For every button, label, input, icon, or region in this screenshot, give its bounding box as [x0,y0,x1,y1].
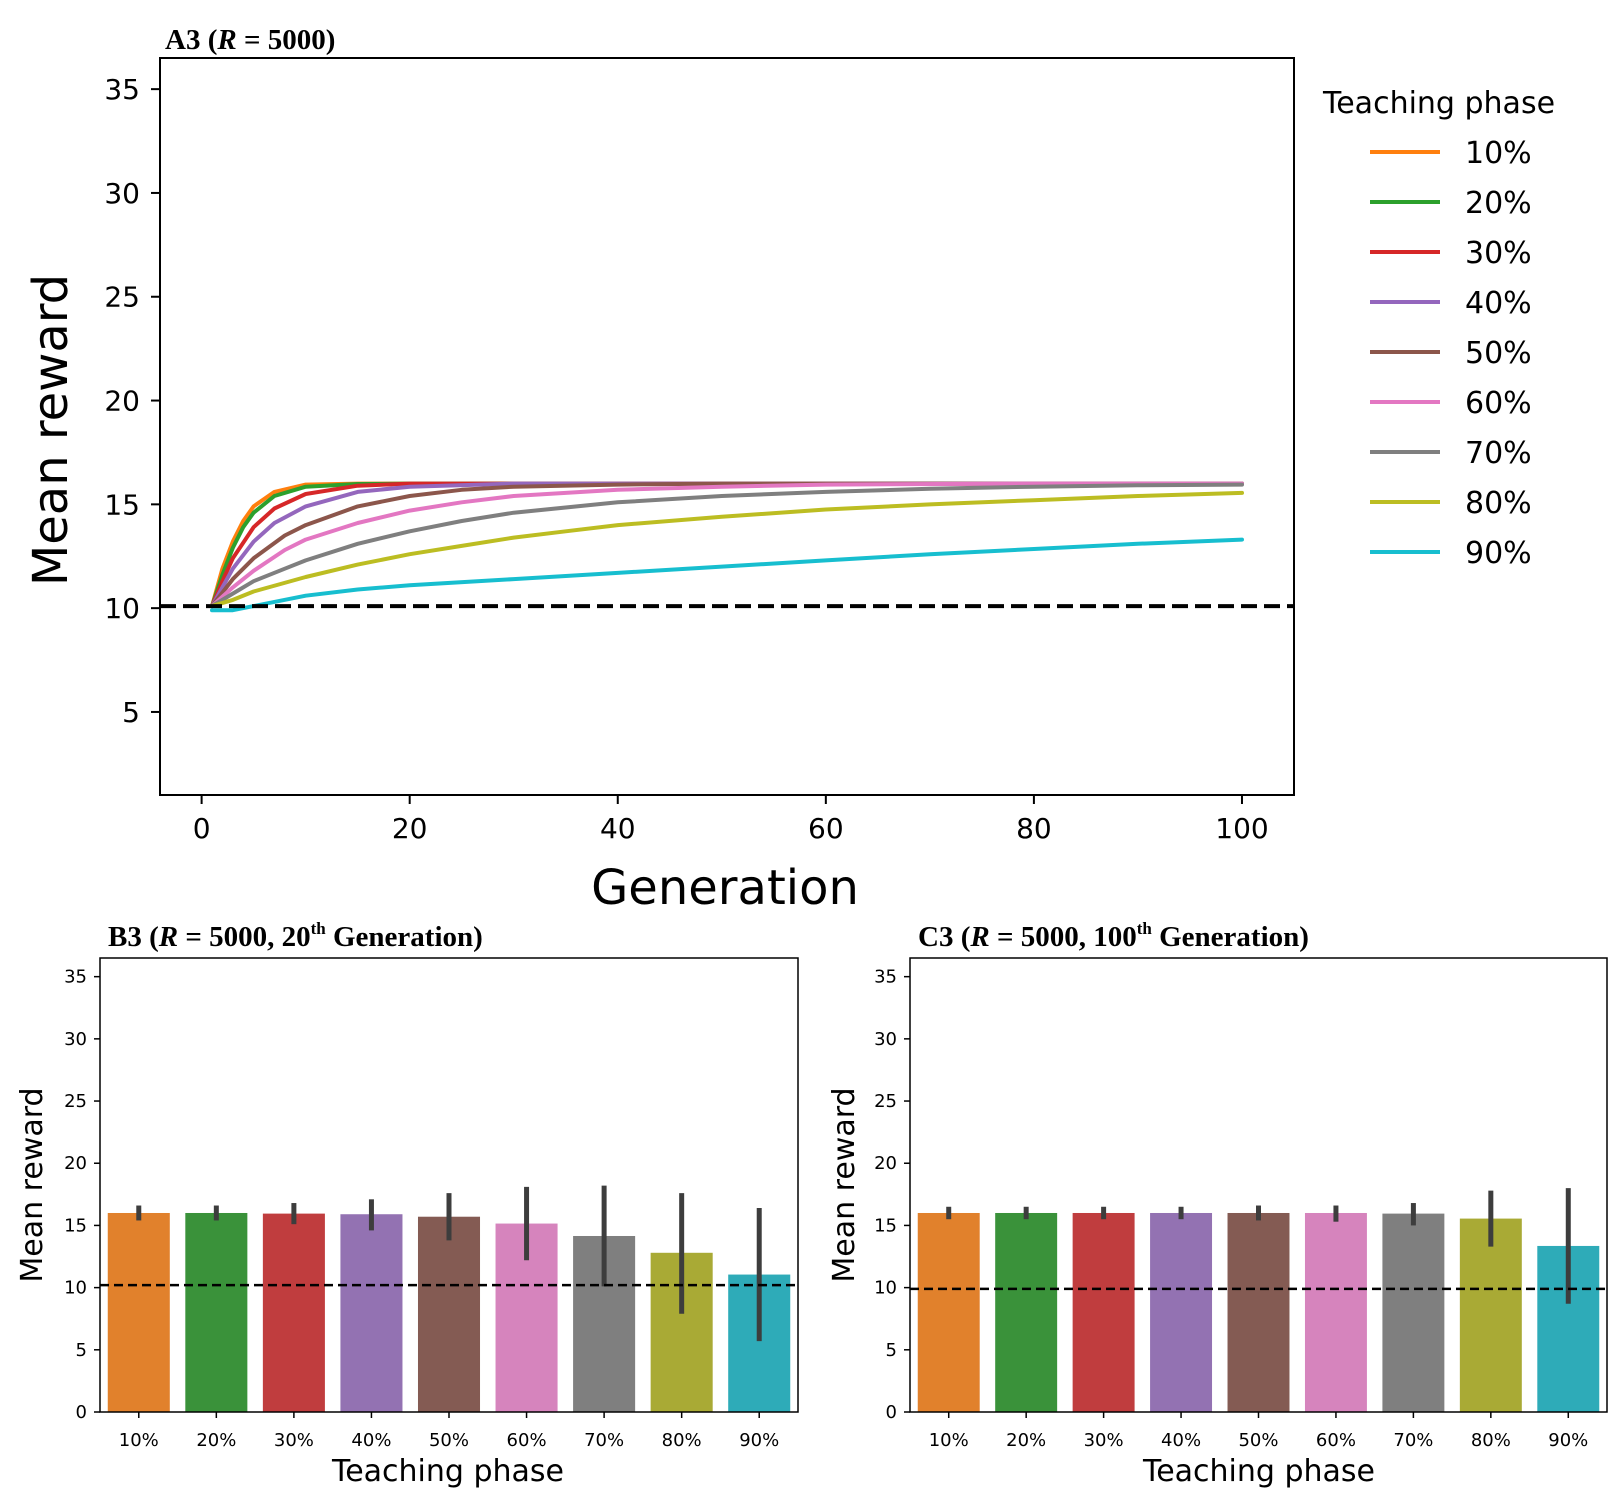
panel-b3-bar-10pct [107,1212,170,1412]
panel-a3-legend: Teaching phase 10% 20% 30% 40% 50% 60% 70% 80% 9… [1322,86,1555,571]
x-tick-label: 30% [274,1430,314,1451]
series-line-90pct [210,537,1244,613]
y-tick-label: 5 [76,1340,87,1361]
panel-c3-y-axis-label: Mean reward [827,1087,862,1282]
y-tick-label: 30 [874,1029,897,1050]
panel-b3-plot-area: 10% 20% 30% 40% 50% 60% 70% 80% 90% 0 5 10 15 20 25 30 3… [64,957,799,1451]
panel-c3-bar-30pct [1072,1212,1135,1412]
panel-c3-title: C3 (R = 5000, 100th Generation) [918,919,1309,953]
y-tick-label: 15 [874,1215,897,1236]
x-tick-label: 40% [351,1430,391,1451]
legend-entry-label: 70% [1465,436,1532,471]
x-tick-label: 20% [1006,1430,1046,1451]
panel-b3-bar-40pct [340,1214,403,1412]
x-tick-label: 60% [1316,1430,1356,1451]
x-tick-label: 90% [739,1430,779,1451]
series-line-30pct [210,481,1244,609]
panel-c3-bar-60pct [1304,1212,1367,1412]
y-tick-label: 10 [874,1278,897,1299]
x-tick-label: 50% [1238,1430,1278,1451]
y-tick-label: 15 [64,1215,87,1236]
y-tick-label: 25 [874,1091,897,1112]
panel-c3-bar-80pct [1459,1218,1522,1412]
series-line-80pct [210,490,1244,609]
x-tick-label: 30% [1084,1430,1124,1451]
x-tick-label: 80 [1016,812,1052,845]
x-tick-label: 60% [507,1430,547,1451]
y-tick-label: 10 [104,592,140,625]
x-tick-label: 80% [1471,1430,1511,1451]
panel-a3-line-chart: A3 (R = 5000) 0 20 40 60 80 1005101520253035 … [23,24,1555,916]
panel-a3-title: A3 (R = 5000) [165,24,335,56]
legend-entry-label: 20% [1465,186,1532,221]
legend-entry-label: 40% [1465,286,1532,321]
panel-a3-y-axis-label: Mean reward [23,274,79,586]
x-tick-label: 0 [193,812,211,845]
panel-c3-x-axis-label: Teaching phase [1142,1454,1375,1489]
x-tick-label: 90% [1548,1430,1588,1451]
y-tick-label: 5 [886,1340,897,1361]
panel-c3-bar-chart: C3 (R = 5000, 100th Generation) 10% 20% 30… [827,919,1608,1489]
x-tick-label: 60 [808,812,844,845]
y-tick-label: 0 [76,1402,87,1423]
panel-b3-bar-50pct [417,1216,481,1412]
legend-title: Teaching phase [1322,86,1555,121]
legend-entry-label: 50% [1465,336,1532,371]
x-tick-label: 10% [929,1430,969,1451]
legend-entry-label: 30% [1465,236,1532,271]
y-tick-label: 20 [104,385,140,418]
x-tick-label: 80% [662,1430,702,1451]
y-tick-label: 25 [64,1091,87,1112]
x-tick-label: 40% [1161,1430,1201,1451]
x-tick-label: 20 [392,812,428,845]
legend-entry-label: 60% [1465,386,1532,421]
x-tick-label: 70% [584,1430,624,1451]
panel-c3-bar-10pct [917,1212,980,1412]
panel-c3-bar-50pct [1227,1212,1290,1412]
x-tick-label: 50% [429,1430,469,1451]
panel-b3-bar-chart: B3 (R = 5000, 20th Generation) 10% 20% 30%… [15,919,799,1489]
y-tick-label: 5 [122,696,140,729]
panel-b3-y-axis-label: Mean reward [15,1087,50,1282]
y-tick-label: 35 [64,967,87,988]
series-line-50pct [210,481,1244,609]
y-tick-label: 30 [64,1029,87,1050]
panel-b3-x-axis-label: Teaching phase [331,1454,564,1489]
x-tick-label: 70% [1393,1430,1433,1451]
y-tick-label: 35 [104,73,140,106]
y-tick-label: 20 [874,1153,897,1174]
series-line-60pct [210,481,1244,609]
x-tick-label: 40 [600,812,636,845]
y-tick-label: 10 [64,1278,87,1299]
panel-c3-bar-40pct [1150,1212,1213,1412]
panel-b3-bar-20pct [185,1212,248,1412]
panel-c3-bar-70pct [1382,1213,1445,1412]
series-line-70pct [210,482,1244,609]
x-tick-label: 10% [119,1430,159,1451]
legend-entry-label: 10% [1465,136,1532,171]
panel-b3-bar-30pct [262,1213,325,1412]
y-tick-label: 35 [874,967,897,988]
panel-c3-plot-area: 10% 20% 30% 40% 50% 60% 70% 80% 90% 0 5 10 15 20 25 30 3… [874,957,1608,1451]
y-tick-label: 20 [64,1153,87,1174]
legend-entry-label: 90% [1465,536,1532,571]
y-tick-label: 15 [104,488,140,521]
series-line-40pct [210,481,1244,609]
y-tick-label: 0 [886,1402,897,1423]
panel-b3-title: B3 (R = 5000, 20th Generation) [108,919,483,953]
panel-a3-plot-area: 0 20 40 60 80 100 5 10 15 20 25 30 35 [104,57,1295,845]
y-tick-label: 30 [104,177,140,210]
legend-entry-label: 80% [1465,486,1532,521]
x-tick-label: 100 [1215,812,1268,845]
panel-c3-bar-20pct [995,1212,1058,1412]
plot-frame [159,57,1295,796]
x-tick-label: 20% [196,1430,236,1451]
panel-a3-x-axis-label: Generation [591,860,859,916]
y-tick-label: 25 [104,281,140,314]
